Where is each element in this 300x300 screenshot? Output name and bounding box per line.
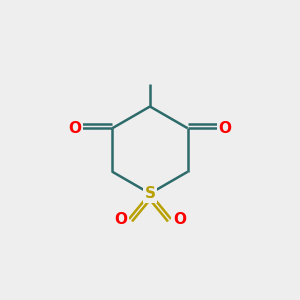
Text: O: O: [219, 121, 232, 136]
Text: O: O: [114, 212, 127, 226]
Text: O: O: [68, 121, 81, 136]
Text: S: S: [145, 186, 155, 201]
Text: O: O: [173, 212, 186, 226]
